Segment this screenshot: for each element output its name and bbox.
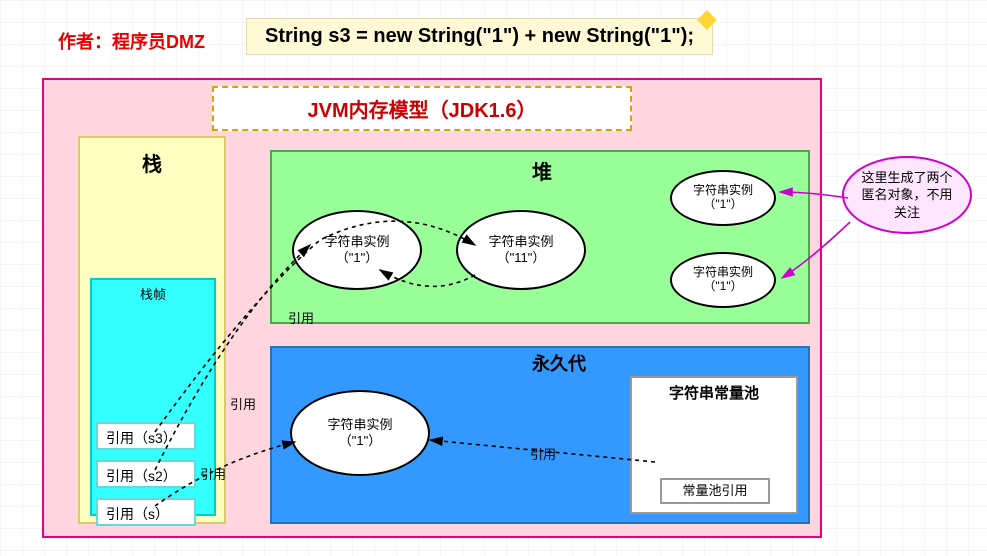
- edge-label: 引用: [200, 464, 226, 483]
- stack-frame-label: 栈帧: [92, 284, 214, 303]
- callout-text: 这里生成了两个: [848, 169, 966, 187]
- edge-label: 引用: [288, 308, 314, 327]
- ref-s3: 引用（s3）: [96, 422, 196, 450]
- instance-text: 字符串实例: [672, 266, 774, 280]
- heap-label: 堆: [532, 156, 552, 185]
- heap-instance-b: 字符串实例 （"11"）: [456, 210, 586, 290]
- stack-frame: 栈帧 引用（s3） 引用（s2） 引用（s）: [90, 278, 216, 516]
- diagram-title: JVM内存模型（JDK1.6）: [212, 86, 632, 131]
- instance-text: 字符串实例: [672, 184, 774, 198]
- instance-text: 字符串实例: [458, 234, 584, 250]
- instance-text: （"11"）: [458, 250, 584, 266]
- code-banner: String s3 = new String("1") + new String…: [246, 18, 713, 55]
- instance-text: （"1"）: [294, 250, 420, 266]
- callout-text: 关注: [848, 204, 966, 222]
- permgen-label: 永久代: [532, 350, 586, 376]
- instance-text: 字符串实例: [294, 234, 420, 250]
- heap-region: 堆 字符串实例 （"1"） 字符串实例 （"11"） 字符串实例 （"1"） 字…: [270, 150, 810, 324]
- perm-instance: 字符串实例 （"1"）: [290, 390, 430, 476]
- string-pool: 字符串常量池 常量池引用: [630, 376, 798, 514]
- instance-text: （"1"）: [292, 433, 428, 449]
- edge-label: 引用: [530, 444, 556, 463]
- callout-bubble: 这里生成了两个 匿名对象，不用 关注: [842, 156, 972, 234]
- jvm-memory-container: JVM内存模型（JDK1.6） 栈 栈帧 引用（s3） 引用（s2） 引用（s）…: [42, 78, 822, 538]
- stack-label: 栈: [80, 148, 224, 177]
- callout-text: 匿名对象，不用: [848, 186, 966, 204]
- ref-s: 引用（s）: [96, 498, 196, 526]
- instance-text: （"1"）: [672, 198, 774, 212]
- permgen-region: 永久代 字符串实例 （"1"） 字符串常量池 常量池引用: [270, 346, 810, 524]
- instance-text: 字符串实例: [292, 417, 428, 433]
- author-label: 作者：程序员DMZ: [58, 28, 205, 54]
- heap-instance-d: 字符串实例 （"1"）: [670, 252, 776, 308]
- edge-label: 引用: [230, 394, 256, 413]
- pool-reference: 常量池引用: [660, 478, 770, 504]
- instance-text: （"1"）: [672, 280, 774, 294]
- heap-instance-c: 字符串实例 （"1"）: [670, 170, 776, 226]
- ref-s2: 引用（s2）: [96, 460, 196, 488]
- heap-instance-a: 字符串实例 （"1"）: [292, 210, 422, 290]
- string-pool-title: 字符串常量池: [632, 382, 796, 403]
